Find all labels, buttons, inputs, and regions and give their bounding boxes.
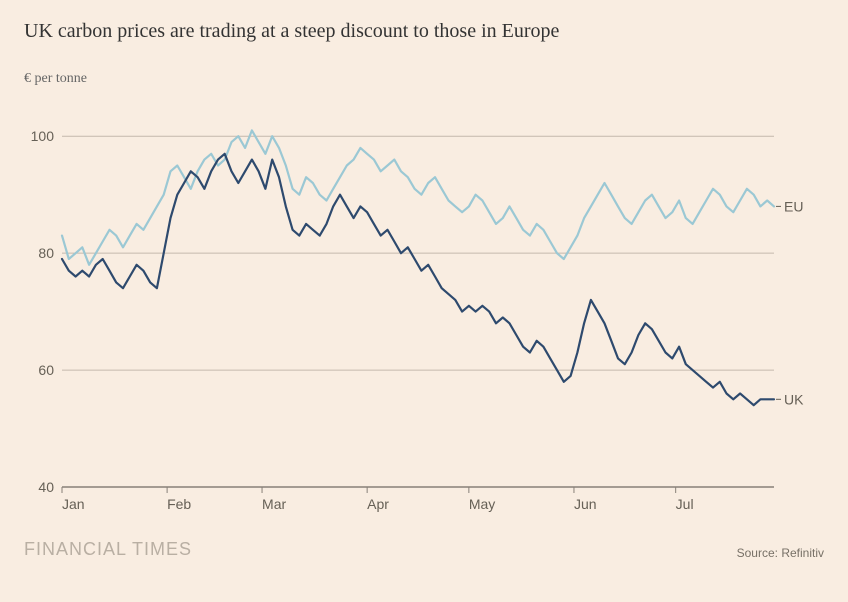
x-tick-label: May	[469, 496, 495, 512]
y-tick-label: 80	[38, 245, 54, 261]
y-tick-label: 40	[38, 479, 54, 495]
chart-footer: FINANCIAL TIMES Source: Refinitiv	[24, 539, 824, 560]
source-label: Source: Refinitiv	[737, 546, 824, 560]
chart-container: UK carbon prices are trading at a steep …	[0, 0, 848, 602]
y-tick-label: 60	[38, 362, 54, 378]
x-tick-label: Feb	[167, 496, 191, 512]
y-tick-label: 100	[31, 128, 55, 144]
x-tick-label: Mar	[262, 496, 286, 512]
series-end-label: UK	[784, 391, 804, 407]
brand-label: FINANCIAL TIMES	[24, 539, 192, 560]
series-line-eu	[62, 130, 774, 264]
line-chart-svg: 40 60 80 100 Jan Feb Mar Apr May Jun Jul EU UK	[24, 97, 824, 517]
x-tick-label: Jan	[62, 496, 85, 512]
chart-title: UK carbon prices are trading at a steep …	[24, 20, 824, 43]
x-tick-label: Apr	[367, 496, 389, 512]
plot-area: 40 60 80 100 Jan Feb Mar Apr May Jun Jul EU UK	[24, 97, 824, 517]
x-tick-label: Jun	[574, 496, 597, 512]
x-tick-label: Jul	[676, 496, 694, 512]
series-end-label: EU	[784, 198, 803, 214]
chart-subtitle: € per tonne	[24, 71, 824, 87]
